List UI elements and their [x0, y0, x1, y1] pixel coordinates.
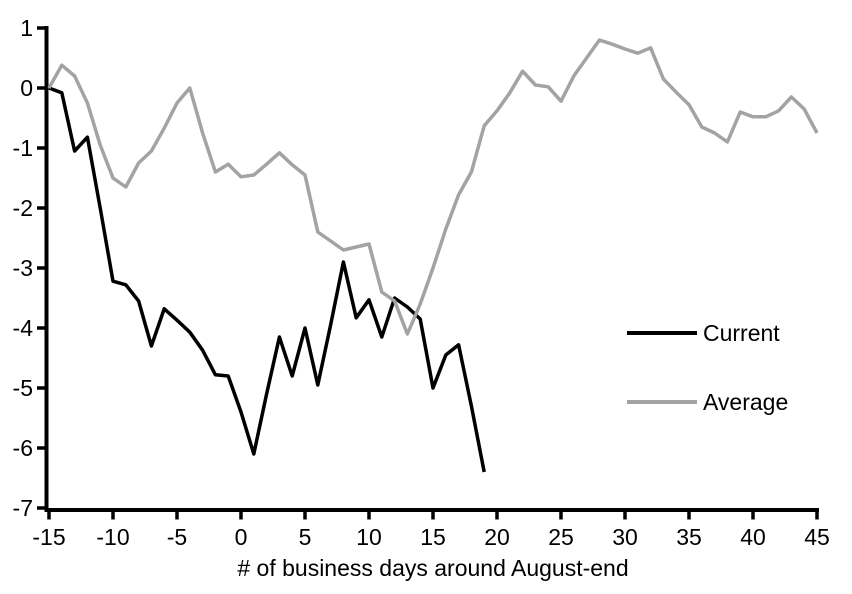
series-layer [47, 38, 819, 473]
y-tick-label: -1 [13, 135, 33, 161]
x-tick-label: -15 [32, 524, 65, 550]
x-axis-title: # of business days around August-end [237, 555, 628, 581]
y-tick-label: -7 [13, 495, 33, 521]
legend-layer: Current Average [627, 320, 788, 415]
y-tick-label: 1 [20, 15, 33, 41]
y-tick-label: -2 [13, 195, 33, 221]
y-tick-label: -4 [13, 315, 34, 341]
x-tick-label: 35 [676, 524, 702, 550]
y-tick-label: -5 [13, 375, 33, 401]
series-line-current [48, 86, 486, 473]
x-tick-label: 15 [420, 524, 446, 550]
x-tick-label: 45 [804, 524, 830, 550]
x-tick-label: -10 [96, 524, 129, 550]
legend-label-average: Average [703, 389, 788, 415]
y-tick-label: 0 [20, 75, 33, 101]
x-tick-label: 5 [299, 524, 312, 550]
y-tick-label: -6 [13, 435, 33, 461]
x-tick-label: 10 [356, 524, 382, 550]
x-tick-label: 25 [548, 524, 574, 550]
x-tick-label: 40 [740, 524, 766, 550]
x-tick-label: 30 [612, 524, 638, 550]
x-tick-label: 0 [235, 524, 248, 550]
x-tick-label: 20 [484, 524, 510, 550]
y-tick-label: -3 [13, 255, 33, 281]
axes-layer: 10-1-2-3-4-5-6-7-15 -10 -5 0 5 10 15 20 25 30 35 40… [13, 15, 830, 550]
x-tick-label: -5 [167, 524, 187, 550]
series-line-average [47, 38, 819, 336]
legend-label-current: Current [703, 320, 780, 346]
